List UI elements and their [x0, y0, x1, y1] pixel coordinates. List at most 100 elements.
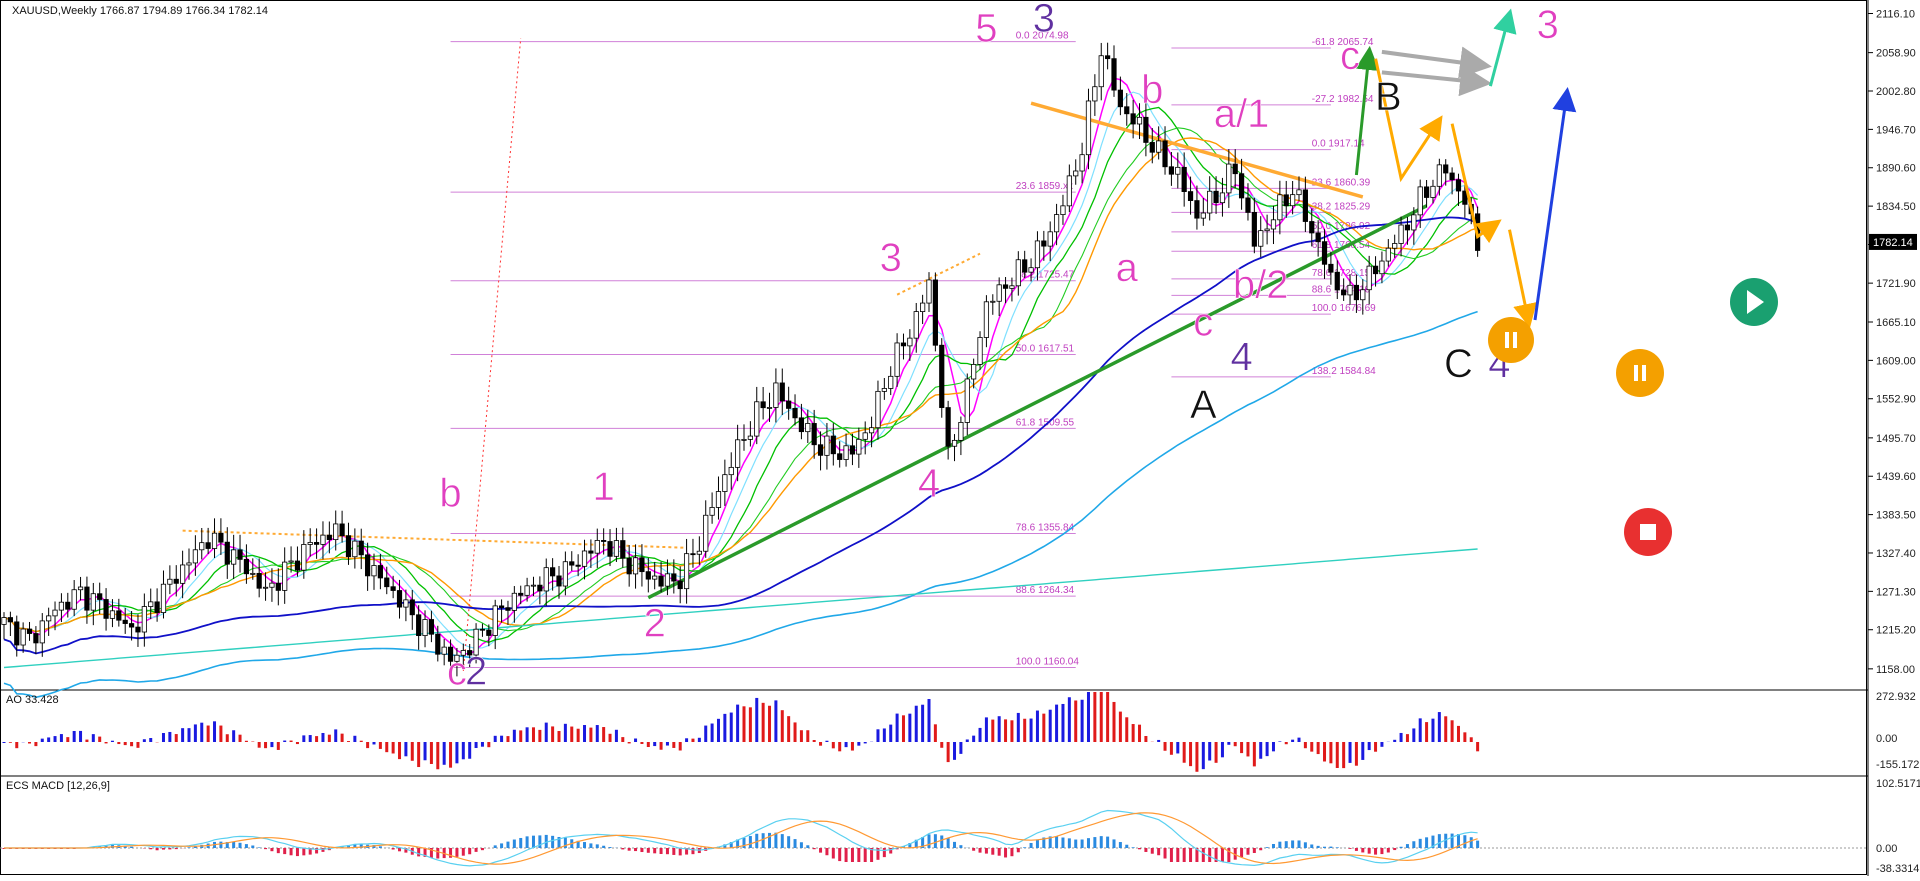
macd-bar — [1068, 838, 1071, 848]
ao-bar — [15, 742, 18, 748]
ao-bar — [532, 727, 535, 742]
candle-body — [570, 562, 574, 565]
macd-bar — [1323, 847, 1326, 848]
candle-body — [353, 541, 357, 557]
candle-body — [1169, 167, 1173, 174]
ao-tick-label: -155.172 — [1876, 759, 1919, 771]
macd-bar — [806, 845, 809, 848]
macd-bar — [883, 848, 886, 857]
ao-bar — [1355, 742, 1358, 766]
macd-bar — [175, 848, 178, 849]
candle-body — [1431, 186, 1435, 197]
macd-bar — [379, 846, 382, 848]
macd-bar — [188, 847, 191, 848]
ao-bar — [966, 739, 969, 742]
macd-bar — [302, 848, 305, 855]
wave-label: b — [1141, 68, 1163, 112]
candle-body — [1424, 187, 1428, 198]
candle-body — [72, 590, 76, 610]
candle-body — [601, 540, 605, 541]
macd-bar — [506, 842, 509, 848]
ao-bar — [277, 742, 280, 750]
ao-bar — [47, 737, 50, 742]
ao-bar — [634, 739, 637, 742]
candle-body — [735, 440, 739, 468]
ao-bar — [1125, 717, 1128, 742]
price-tick-label: 1946.70 — [1876, 124, 1916, 136]
macd-bar — [455, 848, 458, 857]
ao-bar — [921, 705, 924, 742]
candle-body — [1144, 117, 1148, 142]
ao-bar — [373, 742, 376, 744]
ao-bar — [691, 739, 694, 742]
candle-body — [761, 402, 765, 408]
ao-bar — [564, 724, 567, 742]
ao-bar — [794, 722, 797, 742]
ao-bar — [1278, 741, 1281, 742]
macd-bar — [660, 848, 663, 854]
ao-bar — [940, 742, 943, 748]
candle-body — [1290, 195, 1294, 206]
candle-body — [410, 600, 414, 615]
ao-bar — [570, 727, 573, 742]
macd-bar — [538, 835, 541, 848]
macd-bar — [1374, 848, 1377, 855]
ao-bar — [819, 742, 822, 746]
ao-bar — [1068, 697, 1071, 742]
macd-bar — [774, 833, 777, 848]
fib-label-right: 38.2 1825.29 — [1312, 201, 1371, 212]
candle-body — [812, 423, 816, 444]
ao-bar — [1113, 702, 1116, 742]
macd-bar — [589, 843, 592, 848]
candle-body — [652, 576, 656, 579]
pause-icon — [1616, 349, 1664, 397]
ao-bar — [800, 730, 803, 742]
candle-body — [1373, 266, 1377, 274]
macd-bar — [768, 833, 771, 848]
ao-bar — [92, 734, 95, 742]
ao-bar — [302, 735, 305, 742]
candle-body — [8, 618, 12, 622]
candle-body — [200, 543, 204, 550]
macd-bar — [1151, 848, 1154, 854]
macd-bar — [953, 842, 956, 848]
macd-bar — [959, 845, 962, 848]
macd-bar — [1246, 848, 1249, 855]
candle-body — [1131, 114, 1135, 124]
ao-bar — [934, 724, 937, 742]
candle-body — [978, 337, 982, 364]
ao-bar — [736, 705, 739, 742]
macd-bar — [1081, 840, 1084, 848]
candle-body — [595, 540, 599, 553]
ao-bar — [1438, 712, 1441, 742]
candle-body — [1246, 198, 1250, 212]
candle-body — [971, 364, 975, 379]
orange-arrow-down-2 — [1510, 230, 1529, 322]
candle-body — [161, 584, 165, 612]
ao-bar — [149, 738, 152, 742]
price-tick-label: 1890.60 — [1876, 163, 1916, 175]
ao-bar — [1425, 722, 1428, 742]
ao-bar — [28, 742, 31, 744]
price-tick-label: 2002.80 — [1876, 86, 1916, 98]
candle-body — [480, 629, 484, 630]
candle-body — [538, 585, 542, 591]
ao-bar — [1087, 692, 1090, 742]
fib-label: 61.8 1509.55 — [1016, 417, 1075, 428]
candle-body — [608, 542, 612, 557]
candle-body — [927, 280, 931, 303]
candle-body — [212, 533, 216, 548]
pause-icon — [1642, 365, 1646, 381]
candle-body — [1412, 215, 1416, 230]
macd-bar — [1183, 848, 1186, 862]
candle-body — [991, 301, 995, 302]
ao-bar — [117, 742, 120, 744]
macd-line — [4, 811, 1478, 866]
ao-bar — [481, 742, 484, 747]
ao-bar — [1183, 742, 1186, 763]
candle-body — [1354, 285, 1358, 299]
ao-bar — [1176, 742, 1179, 753]
macd-bar — [436, 848, 439, 859]
macd-bar — [251, 846, 254, 848]
ao-bar — [143, 739, 146, 742]
